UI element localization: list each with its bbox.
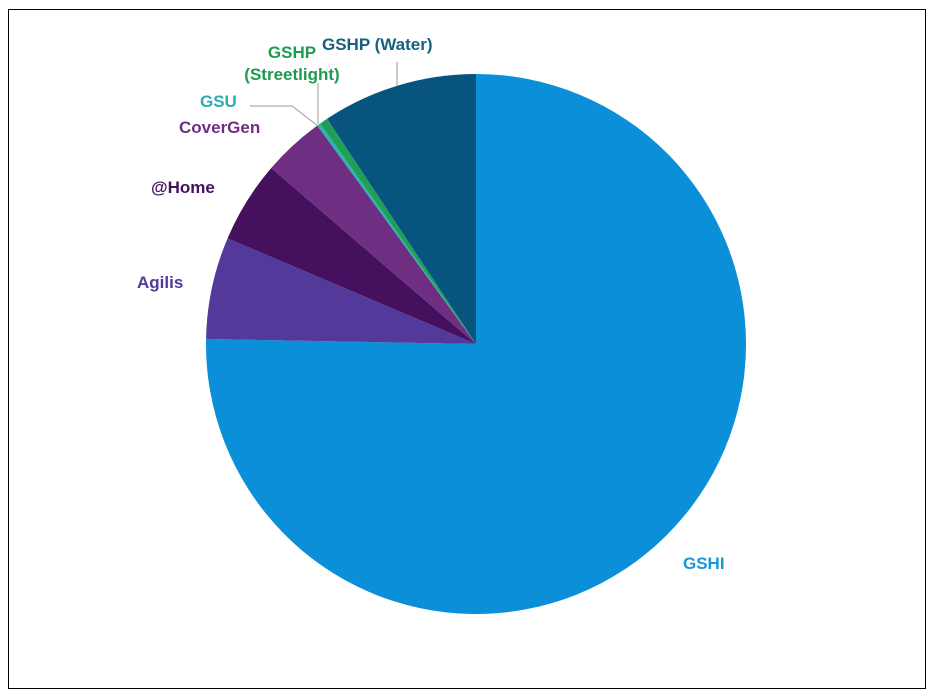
slice-label-home: @Home — [151, 178, 215, 197]
pie-slice-gshi — [206, 73, 747, 614]
pie-slice-gshp-streetlight — [320, 118, 476, 344]
pie-slice-gsu — [317, 123, 476, 344]
slice-label-gshi: GSHI — [683, 554, 725, 573]
slice-label-covergen: CoverGen — [179, 118, 260, 137]
slice-label-gshp-water: GSHP (Water) — [322, 35, 433, 54]
pie-chart: GSHI Agilis @Home CoverGen GSU GSHP (Streetlig… — [137, 35, 747, 614]
pie-slices — [206, 73, 747, 614]
pie-slice-covergen — [271, 125, 476, 344]
slice-label-gshp-streetlight: GSHP (Streetlight) — [244, 43, 339, 84]
slice-label-gsu: GSU — [200, 92, 237, 111]
pie-slice-home — [227, 168, 476, 344]
leader-lines — [250, 62, 398, 127]
pie-slice-agilis — [206, 238, 477, 344]
slice-labels: GSHI Agilis @Home CoverGen GSU GSHP (Streetlig… — [137, 35, 725, 573]
leader-line-gsu — [250, 105, 319, 127]
slice-label-agilis: Agilis — [137, 273, 183, 292]
pie-slice-gshp-water — [327, 74, 476, 344]
